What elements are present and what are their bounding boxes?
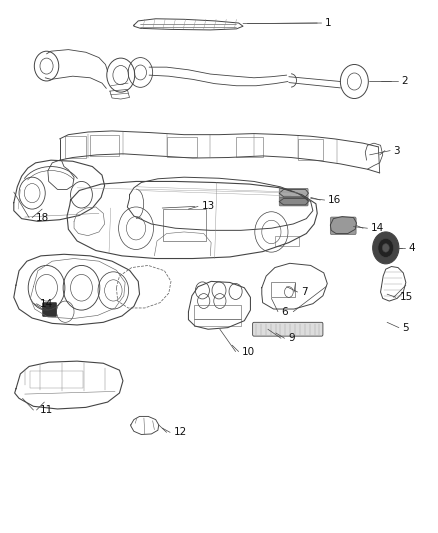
Bar <box>163 209 206 241</box>
Bar <box>30 370 83 387</box>
Text: 14: 14 <box>371 223 384 233</box>
Text: 11: 11 <box>40 405 53 415</box>
Text: 16: 16 <box>328 195 341 205</box>
Text: 3: 3 <box>394 146 400 156</box>
Bar <box>275 236 299 246</box>
Text: 2: 2 <box>402 77 408 86</box>
Text: 4: 4 <box>408 243 415 253</box>
Text: 10: 10 <box>242 346 255 357</box>
FancyBboxPatch shape <box>279 188 308 198</box>
Text: 13: 13 <box>201 201 215 212</box>
Circle shape <box>378 238 394 257</box>
Text: 7: 7 <box>301 287 308 297</box>
Text: 9: 9 <box>288 333 295 343</box>
Bar <box>194 305 241 319</box>
Bar <box>194 319 241 326</box>
Bar <box>166 137 197 157</box>
Text: 15: 15 <box>399 292 413 302</box>
Bar <box>237 137 263 157</box>
Text: 14: 14 <box>40 298 53 309</box>
Text: 18: 18 <box>35 213 49 223</box>
Text: 5: 5 <box>403 322 409 333</box>
Bar <box>65 136 86 158</box>
Bar <box>271 282 294 297</box>
Bar <box>297 139 323 160</box>
FancyBboxPatch shape <box>279 197 308 206</box>
Circle shape <box>373 232 399 264</box>
Text: 6: 6 <box>282 306 288 317</box>
FancyBboxPatch shape <box>330 217 356 235</box>
Text: 1: 1 <box>325 18 332 28</box>
Bar <box>90 135 119 157</box>
FancyBboxPatch shape <box>253 322 323 336</box>
Text: 12: 12 <box>173 427 187 438</box>
FancyBboxPatch shape <box>42 303 57 317</box>
Circle shape <box>382 244 389 252</box>
